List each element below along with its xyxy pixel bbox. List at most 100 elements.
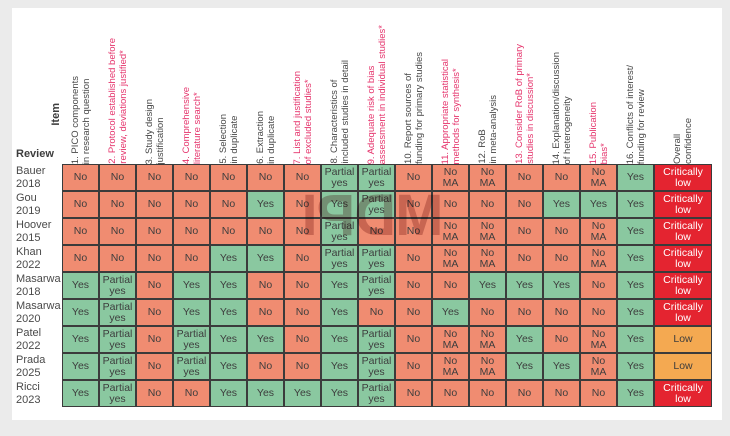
item-8-cell: Yes (321, 380, 358, 407)
item-axis-label: Item (50, 103, 62, 126)
item-9-cell: Partial yes (358, 191, 395, 218)
item-6-cell: No (247, 353, 284, 380)
overall-confidence-cell: Low (654, 353, 712, 380)
overall-confidence-cell: Critically low (654, 164, 712, 191)
item-13-cell: Yes (506, 353, 543, 380)
item-14-cell: No (543, 164, 580, 191)
item-6-cell: Yes (247, 326, 284, 353)
col-header-13: 13. Consider RoB of primary studies in d… (506, 18, 543, 164)
review-row-label: Hoover 2015 (16, 219, 52, 244)
col-header-2: 2. Protocol established before review, d… (99, 18, 136, 164)
item-16-cell: Yes (617, 191, 654, 218)
item-15-cell: Yes (580, 191, 617, 218)
col-header-label: 14. Explanation/discussion of heterogene… (550, 51, 573, 165)
overall-confidence-cell: Critically low (654, 299, 712, 326)
item-6-cell: No (247, 272, 284, 299)
item-10-cell: No (395, 380, 432, 407)
item-1-cell: Yes (62, 326, 99, 353)
item-16-cell: Yes (617, 299, 654, 326)
item-13-cell: No (506, 218, 543, 245)
col-header-overall: Overall confidence (654, 18, 712, 164)
item-2-cell: Partial yes (99, 326, 136, 353)
item-2-cell: No (99, 191, 136, 218)
item-14-cell: No (543, 245, 580, 272)
item-9-cell: Partial yes (358, 353, 395, 380)
col-header-label: 11. Appropriate statistical methods for … (439, 58, 462, 164)
item-10-cell: No (395, 218, 432, 245)
col-header-label: 15. Publication bias* (587, 101, 610, 164)
item-9-cell: No (358, 218, 395, 245)
item-3-cell: No (136, 299, 173, 326)
item-15-cell: No MA (580, 326, 617, 353)
item-8-cell: Partial yes (321, 245, 358, 272)
item-7-cell: No (284, 326, 321, 353)
amstar2-table: Item Review 1. PICO components in resear… (14, 18, 712, 407)
item-5-cell: Yes (210, 272, 247, 299)
item-14-cell: No (543, 326, 580, 353)
item-13-cell: Yes (506, 326, 543, 353)
item-16-cell: Yes (617, 218, 654, 245)
item-3-cell: No (136, 353, 173, 380)
col-header-label: 3. Study design justification (143, 98, 166, 165)
item-11-cell: No MA (432, 164, 469, 191)
item-7-cell: No (284, 218, 321, 245)
col-header-label: 9. Adequate risk of bias assessment in i… (365, 24, 388, 164)
column-header-row: Item Review 1. PICO components in resear… (14, 18, 712, 164)
item-8-cell: Partial yes (321, 164, 358, 191)
overall-confidence-cell: Critically low (654, 245, 712, 272)
item-15-cell: No (580, 380, 617, 407)
item-2-cell: No (99, 245, 136, 272)
item-6-cell: No (247, 299, 284, 326)
item-8-cell: Yes (321, 191, 358, 218)
col-header-4: 4. Comprehensive literature search* (173, 18, 210, 164)
item-11-cell: Yes (432, 299, 469, 326)
item-14-cell: Yes (543, 272, 580, 299)
item-15-cell: No (580, 272, 617, 299)
item-1-cell: No (62, 191, 99, 218)
item-10-cell: No (395, 245, 432, 272)
item-15-cell: No MA (580, 245, 617, 272)
item-8-cell: Yes (321, 299, 358, 326)
item-11-cell: No MA (432, 245, 469, 272)
item-7-cell: No (284, 164, 321, 191)
item-5-cell: No (210, 191, 247, 218)
col-header-5: 5. Selection in duplicate (210, 18, 247, 164)
item-13-cell: No (506, 164, 543, 191)
col-header-1: 1. PICO components in research question (62, 18, 99, 164)
item-11-cell: No MA (432, 353, 469, 380)
item-9-cell: Partial yes (358, 245, 395, 272)
item-16-cell: Yes (617, 380, 654, 407)
item-11-cell: No MA (432, 218, 469, 245)
review-row-label: Patel 2022 (16, 327, 42, 352)
overall-confidence-cell: Critically low (654, 191, 712, 218)
review-row-label: Masarwa 2018 (16, 273, 61, 298)
item-4-cell: No (173, 164, 210, 191)
item-14-cell: No (543, 299, 580, 326)
review-row-label: Ricci 2023 (16, 381, 41, 406)
col-header-label: Overall confidence (672, 118, 694, 164)
item-1-cell: No (62, 164, 99, 191)
item-2-cell: Partial yes (99, 299, 136, 326)
item-3-cell: No (136, 191, 173, 218)
item-12-cell: No (469, 380, 506, 407)
assessment-table-figure: Item Review 1. PICO components in resear… (12, 8, 722, 420)
item-11-cell: No (432, 380, 469, 407)
col-header-8: 8. Characteristics of included studies i… (321, 18, 358, 164)
col-header-14: 14. Explanation/discussion of heterogene… (543, 18, 580, 165)
item-7-cell: No (284, 299, 321, 326)
item-6-cell: No (247, 164, 284, 191)
item-15-cell: No (580, 299, 617, 326)
item-8-cell: Yes (321, 272, 358, 299)
table-body: Bauer 2018 No No No No No No No Partial yes Parti… (14, 164, 712, 407)
item-11-cell: No (432, 191, 469, 218)
item-13-cell: No (506, 299, 543, 326)
item-2-cell: Partial yes (99, 353, 136, 380)
item-12-cell: Yes (469, 272, 506, 299)
item-4-cell: Partial yes (173, 326, 210, 353)
item-14-cell: Yes (543, 353, 580, 380)
col-header-label: 8. Characteristics of included studies i… (328, 60, 351, 164)
item-6-cell: Yes (247, 380, 284, 407)
item-5-cell: No (210, 218, 247, 245)
item-15-cell: No MA (580, 164, 617, 191)
